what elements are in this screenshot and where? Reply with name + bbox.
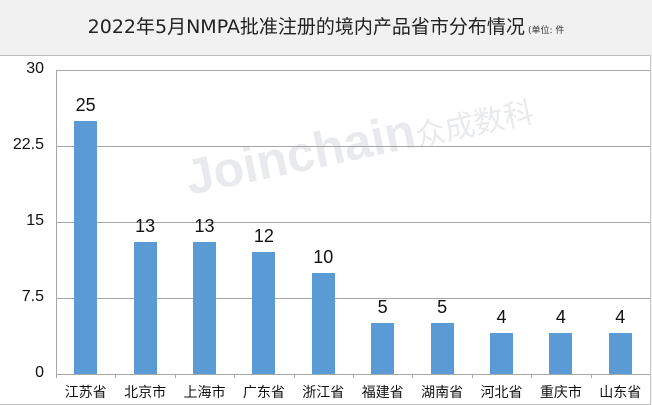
category-label: 山东省 [599, 385, 642, 401]
category-label: 北京市 [124, 385, 167, 401]
y-tick-label: 0 [35, 364, 44, 381]
value-label: 4 [555, 307, 566, 328]
bar [133, 242, 157, 374]
y-tick-label: 15 [26, 212, 44, 229]
y-axis-line [56, 70, 57, 374]
y-tick-label: 7.5 [21, 288, 44, 305]
gridline [56, 70, 650, 71]
x-tick [590, 374, 592, 378]
category-label: 江苏省 [64, 385, 107, 401]
category-label: 重庆市 [539, 385, 582, 401]
value-label: 4 [615, 307, 626, 328]
bar [193, 242, 216, 374]
bar [74, 120, 98, 374]
x-tick [531, 374, 533, 378]
gridline [56, 298, 650, 299]
value-label: 25 [75, 94, 96, 115]
bar [371, 323, 395, 374]
bar [430, 323, 454, 374]
value-label: 12 [253, 226, 274, 247]
chart-title-text: 2022年5月NMPA批准注册的境内产品省市分布情况 [87, 16, 525, 38]
bar [252, 252, 276, 374]
chart-title: 2022年5月NMPA批准注册的境内产品省市分布情况 (单位: 件 [0, 12, 652, 39]
x-tick [353, 374, 354, 378]
value-label: 10 [313, 246, 334, 267]
category-label: 浙江省 [302, 385, 345, 401]
x-tick [412, 374, 414, 378]
bar [608, 333, 632, 374]
category-label: 上海市 [183, 385, 226, 401]
y-tick-label: 22.5 [12, 136, 44, 153]
x-tick [293, 374, 295, 378]
y-tick-label: 30 [26, 60, 44, 77]
value-label: 5 [377, 297, 388, 318]
x-tick [115, 374, 117, 378]
category-label: 河北省 [480, 385, 523, 401]
x-tick [56, 374, 57, 378]
title-bar: 2022年5月NMPA批准注册的境内产品省市分布情况 (单位: 件 [0, 0, 652, 54]
bar [490, 333, 513, 374]
x-tick [471, 374, 473, 378]
bar [311, 272, 335, 374]
value-label: 4 [496, 307, 507, 328]
gridline [56, 146, 650, 147]
category-label: 湖南省 [421, 385, 464, 401]
bar [549, 333, 573, 374]
value-label: 13 [135, 216, 156, 237]
category-label: 广东省 [242, 385, 285, 401]
value-label: 5 [437, 297, 448, 318]
gridline [56, 222, 650, 223]
value-label: 13 [194, 216, 215, 237]
x-tick [174, 374, 176, 378]
x-tick [234, 374, 236, 378]
unit-note: (单位: 件 [527, 26, 565, 36]
category-label: 福建省 [361, 385, 404, 401]
